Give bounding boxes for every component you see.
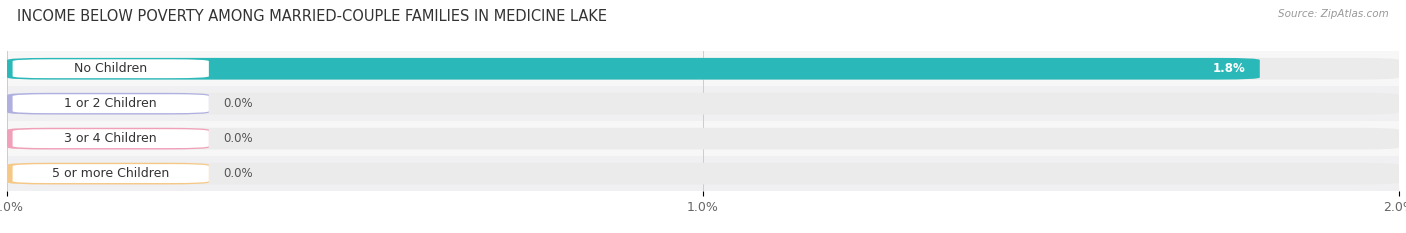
FancyBboxPatch shape [7, 128, 209, 150]
FancyBboxPatch shape [7, 51, 1399, 86]
FancyBboxPatch shape [7, 121, 1399, 156]
FancyBboxPatch shape [13, 94, 209, 113]
FancyBboxPatch shape [7, 128, 1399, 150]
Text: Source: ZipAtlas.com: Source: ZipAtlas.com [1278, 9, 1389, 19]
FancyBboxPatch shape [7, 163, 1399, 185]
FancyBboxPatch shape [13, 129, 209, 148]
Text: 5 or more Children: 5 or more Children [52, 167, 169, 180]
Text: INCOME BELOW POVERTY AMONG MARRIED-COUPLE FAMILIES IN MEDICINE LAKE: INCOME BELOW POVERTY AMONG MARRIED-COUPL… [17, 9, 607, 24]
Text: 3 or 4 Children: 3 or 4 Children [65, 132, 157, 145]
Text: No Children: No Children [75, 62, 148, 75]
Text: 1 or 2 Children: 1 or 2 Children [65, 97, 157, 110]
FancyBboxPatch shape [7, 163, 209, 185]
FancyBboxPatch shape [7, 93, 209, 115]
FancyBboxPatch shape [7, 58, 1399, 80]
FancyBboxPatch shape [7, 156, 1399, 191]
Text: 0.0%: 0.0% [222, 97, 253, 110]
FancyBboxPatch shape [7, 58, 1260, 80]
FancyBboxPatch shape [7, 86, 1399, 121]
FancyBboxPatch shape [13, 164, 209, 183]
FancyBboxPatch shape [13, 59, 209, 78]
FancyBboxPatch shape [7, 93, 1399, 115]
Text: 0.0%: 0.0% [222, 132, 253, 145]
Text: 1.8%: 1.8% [1213, 62, 1246, 75]
Text: 0.0%: 0.0% [222, 167, 253, 180]
